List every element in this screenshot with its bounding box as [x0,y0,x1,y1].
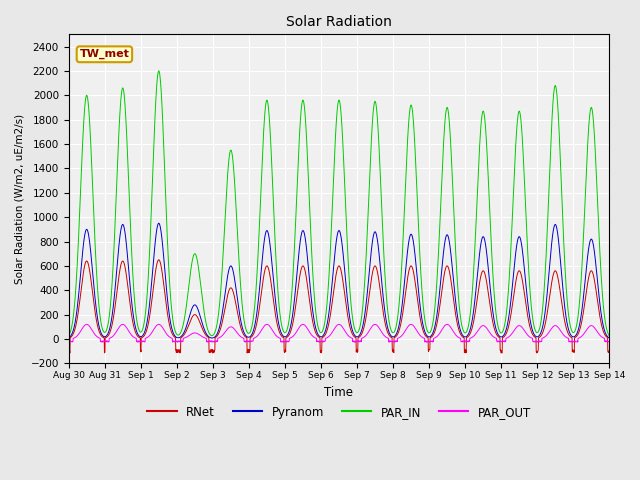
Pyranom [155,220,163,226]
PAR_IN [367,160,374,166]
Line: PAR_IN: PAR_IN [68,71,609,336]
Pyranom [355,333,363,339]
Line: RNet: RNet [68,260,609,353]
RNet [497,348,504,353]
Pyranom [367,256,374,262]
PAR_OUT [558,330,566,336]
RNet [209,350,217,356]
PAR_OUT [573,339,580,345]
RNet [605,348,613,354]
RNet [155,257,163,263]
PAR_OUT [605,339,613,345]
PAR_IN [573,323,580,329]
RNet [65,349,72,355]
PAR_IN [557,186,565,192]
PAR_IN [355,328,362,334]
PAR_OUT [216,335,223,340]
Pyranom [573,331,580,336]
PAR_OUT [355,338,363,344]
PAR_IN [65,333,72,339]
PAR_OUT [119,322,127,327]
X-axis label: Time: Time [324,385,353,398]
Legend: RNet, Pyranom, PAR_IN, PAR_OUT: RNet, Pyranom, PAR_IN, PAR_OUT [142,401,536,423]
Pyranom [497,334,504,339]
Pyranom [65,335,72,341]
PAR_OUT [209,339,217,345]
PAR_OUT [65,338,72,344]
RNet [355,335,363,340]
RNet [367,282,374,288]
Line: Pyranom: Pyranom [68,223,609,338]
PAR_IN [155,68,163,74]
Pyranom [208,335,216,341]
PAR_OUT [497,338,504,344]
PAR_IN [216,301,223,307]
Line: PAR_OUT: PAR_OUT [68,324,609,342]
Pyranom [558,273,566,279]
Text: TW_met: TW_met [79,49,129,60]
PAR_IN [496,329,504,335]
Pyranom [216,323,223,329]
RNet [573,333,580,339]
PAR_OUT [367,326,374,332]
RNet [558,300,566,306]
Title: Solar Radiation: Solar Radiation [286,15,392,29]
PAR_IN [605,333,613,338]
Y-axis label: Solar Radiation (W/m2, uE/m2/s): Solar Radiation (W/m2, uE/m2/s) [15,114,25,284]
RNet [216,328,223,334]
Pyranom [605,335,613,341]
